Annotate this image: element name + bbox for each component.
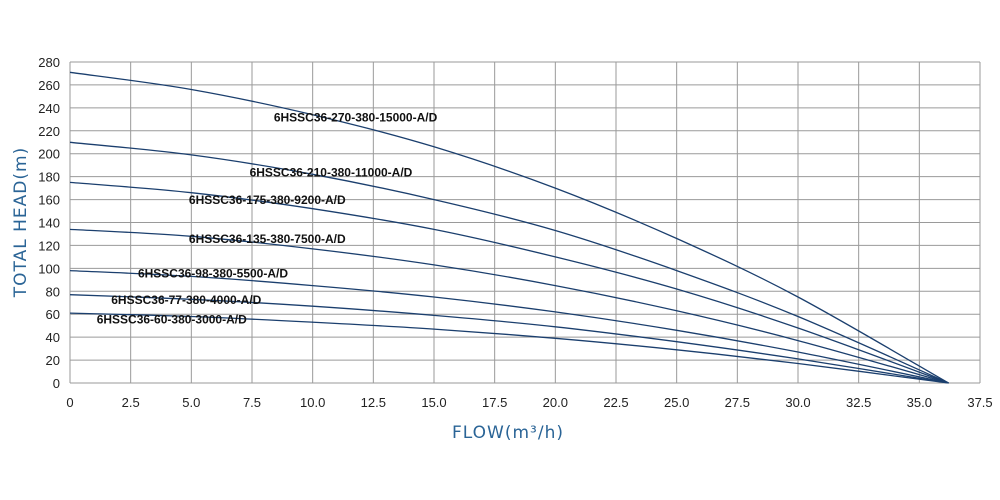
x-tick-label: 32.5 [846,395,871,410]
curve-label: 6HSSC36-98-380-5500-A/D [138,267,288,281]
y-tick-label: 60 [46,307,60,322]
y-tick-label: 20 [46,353,60,368]
x-tick-label: 37.5 [967,395,992,410]
y-tick-label: 40 [46,330,60,345]
y-tick-label: 240 [38,101,60,116]
x-tick-label: 2.5 [122,395,140,410]
x-tick-label: 5.0 [182,395,200,410]
y-tick-label: 200 [38,147,60,162]
curve-line [69,71,949,384]
y-tick-labels: 0 20 40 60 80 100 120 140 160 180 200 220 240 260 280 [38,55,60,391]
x-tick-labels: 0 2.5 5.0 7.5 10.0 12.5 15.0 17.5 20.0 22.5 25.0 27… [66,395,992,410]
x-tick-label: 0 [66,395,73,410]
curve-label: 6HSSC36-77-380-4000-A/D [111,293,261,307]
y-tick-label: 140 [38,216,60,231]
y-tick-label: 120 [38,238,60,253]
curve-line [69,269,949,384]
curve-line [69,228,949,384]
curve-label: 6HSSC36-175-380-9200-A/D [189,193,346,207]
curve-series [69,71,949,384]
curve-labels: 6HSSC36-270-380-15000-A/D 6HSSC36-210-380… [97,111,438,327]
y-tick-label: 260 [38,78,60,93]
x-tick-label: 27.5 [725,395,750,410]
x-axis-title: FLOW(m³/h) [452,423,564,443]
y-tick-label: 280 [38,55,60,70]
curve-label: 6HSSC36-60-380-3000-A/D [97,312,247,326]
x-tick-label: 20.0 [543,395,568,410]
x-tick-label: 12.5 [361,395,386,410]
x-tick-label: 22.5 [603,395,628,410]
y-axis-title: TOTAL HEAD(m) [11,147,31,298]
y-tick-label: 100 [38,261,60,276]
y-tick-label: 220 [38,124,60,139]
grid-lines [69,61,981,384]
x-tick-label: 25.0 [664,395,689,410]
curve-label: 6HSSC36-135-380-7500-A/D [189,232,346,246]
x-tick-label: 35.0 [907,395,932,410]
y-tick-label: 0 [53,376,60,391]
x-tick-label: 10.0 [300,395,325,410]
curve-line [69,141,949,384]
x-tick-label: 7.5 [243,395,261,410]
curve-line [69,181,949,384]
x-tick-label: 15.0 [421,395,446,410]
curve-line [69,312,949,384]
y-tick-label: 160 [38,193,60,208]
curve-label: 6HSSC36-210-380-11000-A/D [250,166,413,180]
curve-line [69,294,949,384]
y-tick-label: 180 [38,170,60,185]
curve-label: 6HSSC36-270-380-15000-A/D [274,111,438,125]
x-tick-label: 30.0 [785,395,810,410]
y-tick-label: 80 [46,284,60,299]
x-tick-label: 17.5 [482,395,507,410]
